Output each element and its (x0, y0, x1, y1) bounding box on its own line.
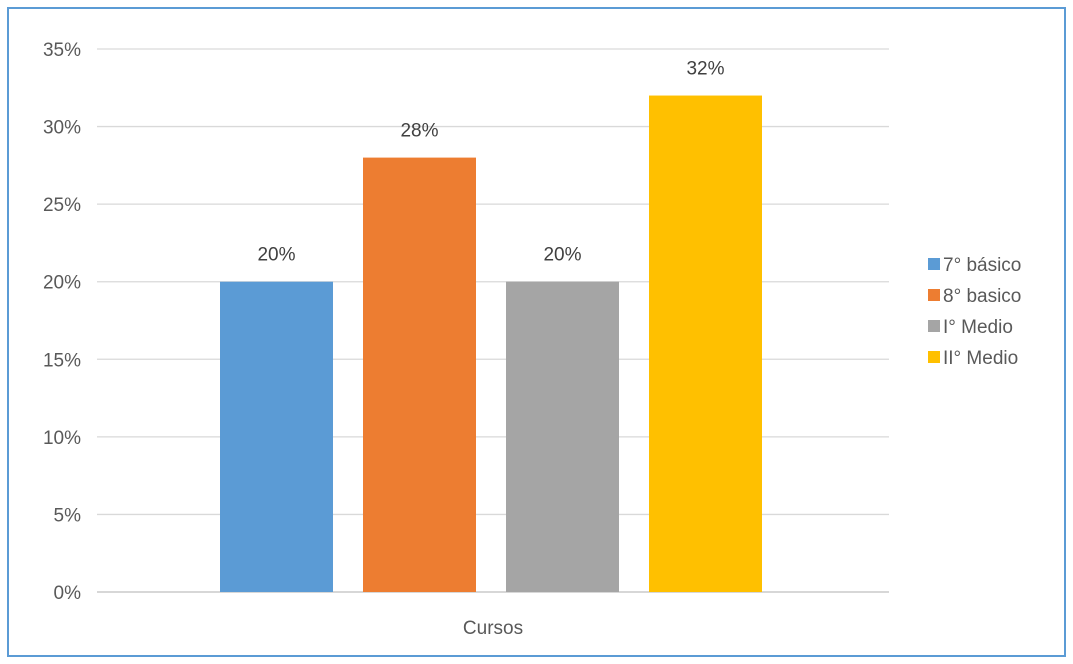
data-label: 32% (686, 59, 724, 80)
bar (649, 95, 762, 593)
data-label: 20% (257, 245, 295, 266)
legend-label: 8° basico (943, 286, 1021, 307)
legend-label: 7° básico (943, 255, 1021, 276)
bars (220, 95, 762, 593)
legend-swatch (928, 320, 940, 332)
bar-chart: 0% 5% 10% 15% 20% 25% 30% 35% 20% 28% 20% 32% Curs… (43, 40, 1021, 639)
legend-swatch (928, 289, 940, 301)
y-tick-label: 35% (43, 40, 81, 61)
x-axis: Cursos (463, 618, 523, 639)
y-tick-label: 10% (43, 428, 81, 449)
bar (220, 281, 333, 592)
y-tick-label: 0% (54, 583, 82, 604)
bar (506, 281, 619, 592)
data-labels: 20% 28% 20% 32% (257, 59, 724, 266)
data-label: 28% (400, 121, 438, 142)
legend: 7° básico 8° basico I° Medio II° Medio (928, 255, 1021, 369)
bar (363, 157, 476, 592)
legend-label: II° Medio (943, 348, 1018, 369)
gridlines (97, 48, 889, 593)
y-axis: 0% 5% 10% 15% 20% 25% 30% 35% (43, 40, 81, 604)
legend-swatch (928, 258, 940, 270)
data-label: 20% (543, 245, 581, 266)
legend-swatch (928, 351, 940, 363)
y-tick-label: 25% (43, 195, 81, 216)
y-tick-label: 5% (54, 505, 82, 526)
chart-frame: 0% 5% 10% 15% 20% 25% 30% 35% 20% 28% 20% 32% Curs… (7, 7, 1066, 657)
y-tick-label: 20% (43, 273, 81, 294)
y-tick-label: 30% (43, 118, 81, 139)
category-label: Cursos (463, 618, 523, 639)
y-tick-label: 15% (43, 350, 81, 371)
legend-label: I° Medio (943, 317, 1013, 338)
